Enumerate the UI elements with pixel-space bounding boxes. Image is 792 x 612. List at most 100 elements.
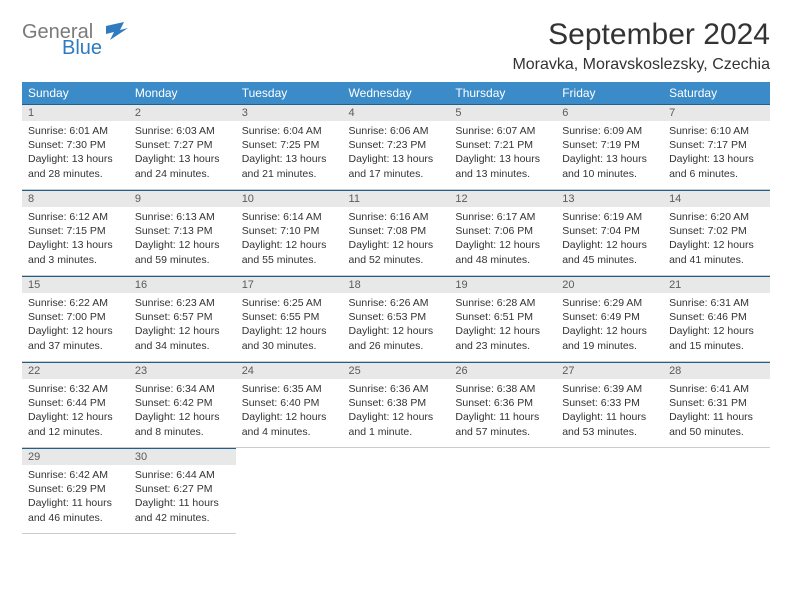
- day-number: 17: [236, 277, 343, 293]
- day-daylight2: and 6 minutes.: [669, 167, 764, 181]
- weekday-header: Friday: [556, 82, 663, 104]
- day-daylight2: and 10 minutes.: [562, 167, 657, 181]
- day-daylight1: Daylight: 12 hours: [455, 324, 550, 338]
- day-daylight2: and 57 minutes.: [455, 425, 550, 439]
- day-sunset: Sunset: 6:31 PM: [669, 396, 764, 410]
- day-number: 21: [663, 277, 770, 293]
- day-sunset: Sunset: 6:33 PM: [562, 396, 657, 410]
- day-daylight1: Daylight: 12 hours: [562, 324, 657, 338]
- day-sunset: Sunset: 7:17 PM: [669, 138, 764, 152]
- day-daylight1: Daylight: 11 hours: [455, 410, 550, 424]
- day-daylight2: and 46 minutes.: [28, 511, 123, 525]
- day-number: 30: [129, 449, 236, 465]
- day-sunset: Sunset: 7:06 PM: [455, 224, 550, 238]
- day-cell: 2Sunrise: 6:03 AMSunset: 7:27 PMDaylight…: [129, 104, 236, 190]
- calendar-cell: 13Sunrise: 6:19 AMSunset: 7:04 PMDayligh…: [556, 190, 663, 276]
- day-number: 20: [556, 277, 663, 293]
- day-sunrise: Sunrise: 6:14 AM: [242, 210, 337, 224]
- day-daylight2: and 28 minutes.: [28, 167, 123, 181]
- day-number: 6: [556, 105, 663, 121]
- day-daylight1: Daylight: 11 hours: [28, 496, 123, 510]
- day-cell: 23Sunrise: 6:34 AMSunset: 6:42 PMDayligh…: [129, 362, 236, 448]
- day-sunset: Sunset: 7:27 PM: [135, 138, 230, 152]
- day-cell: 22Sunrise: 6:32 AMSunset: 6:44 PMDayligh…: [22, 362, 129, 448]
- day-sunrise: Sunrise: 6:01 AM: [28, 124, 123, 138]
- day-sunrise: Sunrise: 6:09 AM: [562, 124, 657, 138]
- day-number: 10: [236, 191, 343, 207]
- day-cell: 18Sunrise: 6:26 AMSunset: 6:53 PMDayligh…: [343, 276, 450, 362]
- day-sunrise: Sunrise: 6:16 AM: [349, 210, 444, 224]
- day-sunset: Sunset: 7:19 PM: [562, 138, 657, 152]
- day-daylight2: and 37 minutes.: [28, 339, 123, 353]
- day-daylight2: and 3 minutes.: [28, 253, 123, 267]
- day-sunset: Sunset: 7:08 PM: [349, 224, 444, 238]
- day-daylight1: Daylight: 13 hours: [562, 152, 657, 166]
- day-daylight1: Daylight: 11 hours: [562, 410, 657, 424]
- day-sunset: Sunset: 7:15 PM: [28, 224, 123, 238]
- day-sunset: Sunset: 7:13 PM: [135, 224, 230, 238]
- day-cell: 26Sunrise: 6:38 AMSunset: 6:36 PMDayligh…: [449, 362, 556, 448]
- day-number: 27: [556, 363, 663, 379]
- day-sunset: Sunset: 6:36 PM: [455, 396, 550, 410]
- day-cell: 25Sunrise: 6:36 AMSunset: 6:38 PMDayligh…: [343, 362, 450, 448]
- day-daylight1: Daylight: 13 hours: [242, 152, 337, 166]
- day-daylight2: and 50 minutes.: [669, 425, 764, 439]
- calendar-cell: 26Sunrise: 6:38 AMSunset: 6:36 PMDayligh…: [449, 362, 556, 448]
- calendar-cell: 9Sunrise: 6:13 AMSunset: 7:13 PMDaylight…: [129, 190, 236, 276]
- calendar-cell: 29Sunrise: 6:42 AMSunset: 6:29 PMDayligh…: [22, 448, 129, 534]
- day-sunset: Sunset: 6:49 PM: [562, 310, 657, 324]
- day-daylight1: Daylight: 12 hours: [455, 238, 550, 252]
- day-daylight2: and 55 minutes.: [242, 253, 337, 267]
- day-daylight2: and 4 minutes.: [242, 425, 337, 439]
- day-cell: 16Sunrise: 6:23 AMSunset: 6:57 PMDayligh…: [129, 276, 236, 362]
- day-sunrise: Sunrise: 6:06 AM: [349, 124, 444, 138]
- day-daylight1: Daylight: 13 hours: [455, 152, 550, 166]
- day-cell: 9Sunrise: 6:13 AMSunset: 7:13 PMDaylight…: [129, 190, 236, 276]
- day-daylight2: and 19 minutes.: [562, 339, 657, 353]
- day-daylight2: and 21 minutes.: [242, 167, 337, 181]
- day-number: 3: [236, 105, 343, 121]
- day-sunrise: Sunrise: 6:29 AM: [562, 296, 657, 310]
- logo: General Blue: [22, 18, 128, 58]
- day-cell: 19Sunrise: 6:28 AMSunset: 6:51 PMDayligh…: [449, 276, 556, 362]
- day-sunrise: Sunrise: 6:07 AM: [455, 124, 550, 138]
- day-number: 15: [22, 277, 129, 293]
- calendar-cell: 14Sunrise: 6:20 AMSunset: 7:02 PMDayligh…: [663, 190, 770, 276]
- day-daylight1: Daylight: 12 hours: [135, 238, 230, 252]
- day-daylight1: Daylight: 12 hours: [669, 238, 764, 252]
- day-number: 29: [22, 449, 129, 465]
- day-cell: 7Sunrise: 6:10 AMSunset: 7:17 PMDaylight…: [663, 104, 770, 190]
- calendar-cell: 5Sunrise: 6:07 AMSunset: 7:21 PMDaylight…: [449, 104, 556, 190]
- day-daylight1: Daylight: 12 hours: [28, 410, 123, 424]
- day-daylight1: Daylight: 13 hours: [135, 152, 230, 166]
- day-cell: 3Sunrise: 6:04 AMSunset: 7:25 PMDaylight…: [236, 104, 343, 190]
- day-daylight2: and 48 minutes.: [455, 253, 550, 267]
- weekday-header-row: SundayMondayTuesdayWednesdayThursdayFrid…: [22, 82, 770, 104]
- calendar-row: 29Sunrise: 6:42 AMSunset: 6:29 PMDayligh…: [22, 448, 770, 534]
- day-sunset: Sunset: 6:40 PM: [242, 396, 337, 410]
- weekday-header: Monday: [129, 82, 236, 104]
- day-daylight2: and 15 minutes.: [669, 339, 764, 353]
- day-sunrise: Sunrise: 6:44 AM: [135, 468, 230, 482]
- calendar-cell: 20 Sunrise: 6:29 AMSunset: 6:49 PMDayligh…: [556, 276, 663, 362]
- day-daylight2: and 1 minute.: [349, 425, 444, 439]
- calendar-cell: 4Sunrise: 6:06 AMSunset: 7:23 PMDaylight…: [343, 104, 450, 190]
- day-sunset: Sunset: 7:02 PM: [669, 224, 764, 238]
- day-number: 11: [343, 191, 450, 207]
- day-sunrise: Sunrise: 6:10 AM: [669, 124, 764, 138]
- weekday-header: Thursday: [449, 82, 556, 104]
- day-sunrise: Sunrise: 6:28 AM: [455, 296, 550, 310]
- calendar-table: SundayMondayTuesdayWednesdayThursdayFrid…: [22, 82, 770, 534]
- calendar-body: 1Sunrise: 6:01 AMSunset: 7:30 PMDaylight…: [22, 104, 770, 534]
- calendar-cell: 8Sunrise: 6:12 AMSunset: 7:15 PMDaylight…: [22, 190, 129, 276]
- day-sunset: Sunset: 6:42 PM: [135, 396, 230, 410]
- day-daylight2: and 30 minutes.: [242, 339, 337, 353]
- day-sunset: Sunset: 7:21 PM: [455, 138, 550, 152]
- day-sunrise: Sunrise: 6:32 AM: [28, 382, 123, 396]
- day-sunrise: Sunrise: 6:39 AM: [562, 382, 657, 396]
- day-sunset: Sunset: 6:44 PM: [28, 396, 123, 410]
- header: General Blue September 2024 Moravka, Mor…: [22, 18, 770, 74]
- day-daylight2: and 12 minutes.: [28, 425, 123, 439]
- day-daylight1: Daylight: 11 hours: [669, 410, 764, 424]
- day-sunrise: Sunrise: 6:38 AM: [455, 382, 550, 396]
